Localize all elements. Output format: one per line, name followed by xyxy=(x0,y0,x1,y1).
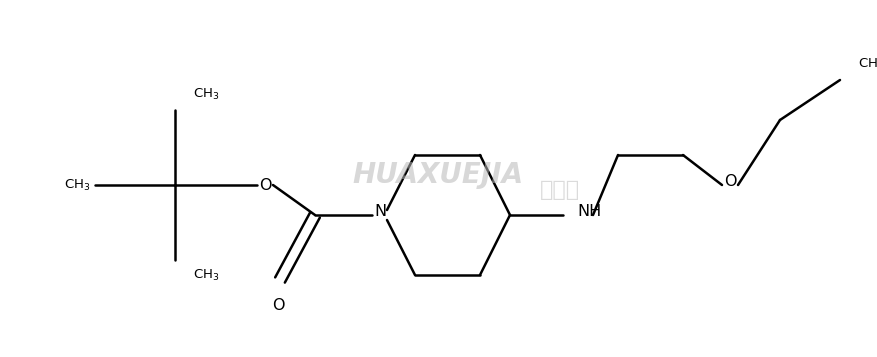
Text: CH$_3$: CH$_3$ xyxy=(858,57,877,72)
Text: O: O xyxy=(272,298,284,313)
Text: O: O xyxy=(724,175,737,190)
Text: HUAXUEJIA: HUAXUEJIA xyxy=(353,161,524,189)
Text: NH: NH xyxy=(577,205,602,220)
Text: CH$_3$: CH$_3$ xyxy=(193,87,219,102)
Text: O: O xyxy=(259,177,271,192)
Text: 化学加: 化学加 xyxy=(540,180,580,200)
Text: CH$_3$: CH$_3$ xyxy=(193,268,219,283)
Text: CH$_3$: CH$_3$ xyxy=(63,177,90,192)
Text: N: N xyxy=(374,205,386,220)
